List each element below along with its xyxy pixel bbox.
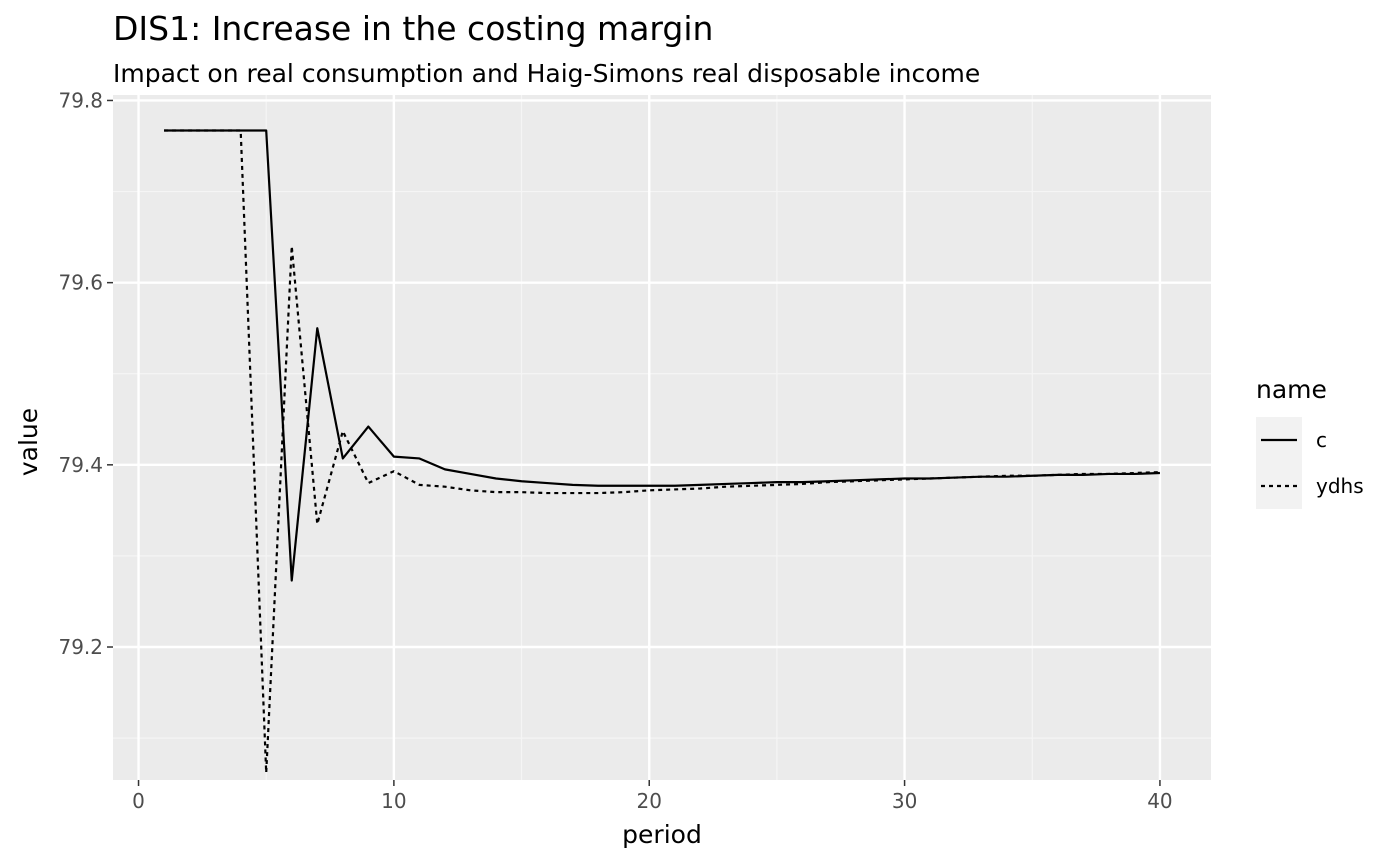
- y-tick-label: 79.4: [58, 453, 103, 477]
- series-lines: [164, 129, 1160, 774]
- minor-gridlines: [113, 95, 1211, 780]
- x-tick-label: 20: [637, 789, 662, 813]
- x-tick-label: 40: [1147, 789, 1172, 813]
- x-tick-label: 0: [132, 789, 145, 813]
- x-tick-label: 10: [381, 789, 406, 813]
- series-line-ydhs: [164, 129, 1160, 774]
- y-tick-label: 79.8: [58, 88, 103, 112]
- x-axis: 0 10 20 30 40: [132, 780, 1173, 813]
- chart-title: DIS1: Increase in the costing margin: [113, 9, 713, 48]
- chart-subtitle: Impact on real consumption and Haig-Simo…: [113, 59, 980, 88]
- y-axis: 79.2 79.4 79.6 79.8: [58, 88, 113, 659]
- y-axis-title: value: [14, 408, 43, 476]
- y-tick-label: 79.2: [58, 635, 103, 659]
- y-tick-label: 79.6: [58, 271, 103, 295]
- x-tick-label: 30: [892, 789, 917, 813]
- legend: name c ydhs: [1256, 375, 1364, 509]
- legend-label-c: c: [1316, 428, 1327, 452]
- x-axis-title: period: [622, 820, 702, 849]
- major-gridlines: [113, 95, 1211, 780]
- legend-title: name: [1256, 375, 1327, 404]
- plot-panel: [113, 95, 1211, 780]
- legend-label-ydhs: ydhs: [1316, 474, 1364, 498]
